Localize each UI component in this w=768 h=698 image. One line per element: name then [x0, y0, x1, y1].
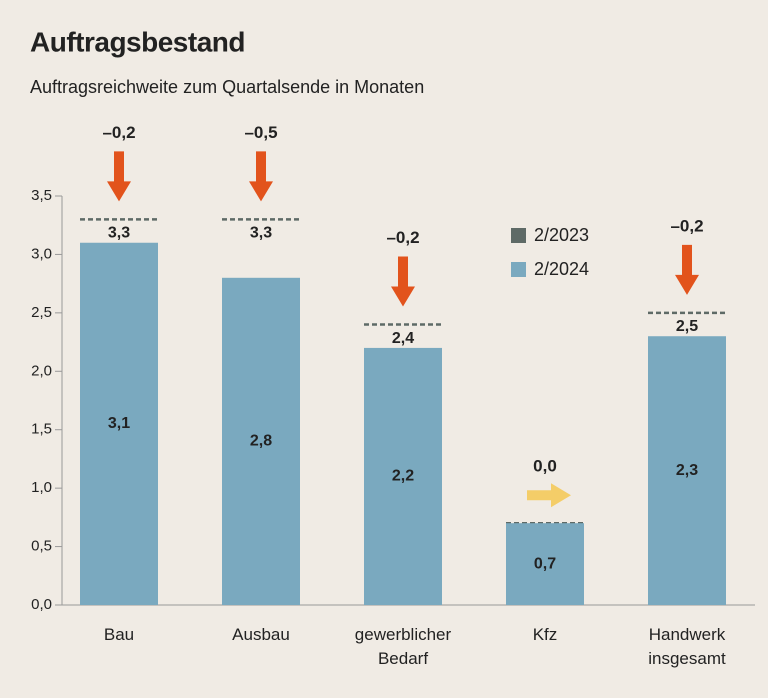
legend-label: 2/2023	[534, 225, 589, 245]
bar-label: 2,3	[676, 462, 698, 479]
y-tick-label: 2,5	[31, 304, 52, 321]
bar	[222, 277, 300, 605]
x-tick-word: Bau	[104, 625, 134, 644]
change-label: –0,5	[244, 123, 277, 142]
chart-subtitle: Auftragsreichweite zum Quartalsende in M…	[30, 77, 424, 97]
bar	[506, 523, 584, 605]
x-tick-label: Handwerk insgesamt	[648, 625, 726, 668]
bar	[80, 242, 158, 605]
legend-swatch	[511, 228, 526, 243]
y-tick-label: 0,0	[31, 596, 52, 613]
previous-label: 3,3	[250, 225, 272, 242]
previous-label: 2,5	[676, 318, 698, 335]
x-tick-word: Kfz	[533, 625, 558, 644]
y-tick-label: 1,0	[31, 479, 52, 496]
legend-label: 2/2024	[534, 259, 589, 279]
change-arrow	[107, 151, 131, 202]
x-tick-word: Handwerk	[649, 625, 726, 644]
bar-label: 3,1	[108, 415, 130, 432]
bar	[364, 347, 442, 605]
previous-label: 2,4	[392, 330, 414, 347]
y-tick-label: 3,0	[31, 245, 52, 262]
x-tick-label: Ausbau	[232, 625, 290, 644]
bar	[648, 336, 726, 605]
change-arrow	[527, 483, 571, 508]
bar-label: 2,8	[250, 433, 272, 450]
x-tick-label: Bau	[104, 625, 134, 644]
legend-swatch	[511, 262, 526, 277]
x-tick-word: Bedarf	[378, 649, 428, 668]
x-tick-label: Kfz	[533, 625, 558, 644]
change-arrow	[249, 151, 273, 202]
x-tick-word: gewerblicher	[355, 625, 452, 644]
change-label: –0,2	[102, 123, 135, 142]
y-tick-label: 1,5	[31, 421, 52, 438]
x-tick-word: Ausbau	[232, 625, 290, 644]
bar-label: 2,2	[392, 468, 414, 485]
y-tick-label: 2,0	[31, 362, 52, 379]
change-arrow	[391, 256, 415, 307]
change-arrow	[675, 244, 699, 295]
change-label: 0,0	[533, 457, 557, 476]
chart-title: Auftragsbestand	[30, 26, 245, 57]
x-tick-label: gewerblicher Bedarf	[355, 625, 452, 668]
bar-label: 0,7	[534, 555, 556, 572]
x-tick-word: insgesamt	[648, 649, 726, 668]
change-label: –0,2	[386, 228, 419, 247]
y-tick-label: 0,5	[31, 538, 52, 555]
y-tick-label: 3,5	[31, 187, 52, 204]
change-label: –0,2	[670, 216, 703, 235]
previous-label: 3,3	[108, 225, 130, 242]
